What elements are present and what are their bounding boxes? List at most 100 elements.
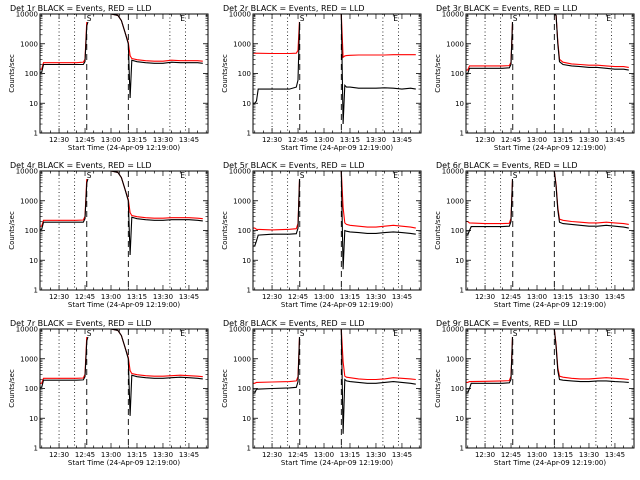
panel-2-xtick-label-1345: 13:45 (392, 136, 412, 144)
panel-6-xtick-label-1245: 12:45 (501, 293, 521, 301)
panel-8-xtick-label-1345: 13:45 (392, 451, 412, 459)
panel-7-xtick-label-1315: 13:15 (127, 451, 147, 459)
panel-1-ytick-label-1000: 1000 (20, 40, 38, 48)
panel-4-ytick-label-10: 10 (29, 257, 38, 265)
panel-9-xtick-label-1245: 12:45 (501, 451, 521, 459)
panel-9-xtick-label-1330: 13:30 (579, 451, 599, 459)
panel-6-marker-bg-e (605, 170, 612, 179)
panel-4-marker-bg-s (85, 170, 92, 179)
panel-9-marker-s: S (513, 329, 518, 338)
panel-5-ytick-label-10: 10 (242, 257, 251, 265)
panel-5-xlabel: Start Time (24-Apr-09 12:19:00) (281, 301, 393, 309)
panel-1-marker-e: E (180, 14, 185, 23)
panel-2-marker-bg-s (298, 13, 305, 22)
panel-7-ylabel: Counts/sec (8, 369, 16, 408)
panel-6-xlabel: Start Time (24-Apr-09 12:19:00) (494, 301, 606, 309)
panel-9-marker-e: E (606, 329, 611, 338)
panel-4-xtick-label-1330: 13:30 (153, 293, 173, 301)
panel-6-ytick-label-1000: 1000 (446, 197, 464, 205)
panel-6-xtick-label-1300: 13:00 (527, 293, 547, 301)
panel-6-xtick-label-1345: 13:45 (605, 293, 625, 301)
panel-1-marker-bg-s (85, 13, 92, 22)
panel-9-ytick-label-1: 1 (460, 445, 464, 453)
panel-2-title: Det 2r BLACK = Events, RED = LLD (223, 4, 365, 13)
panel-4-events-line (40, 171, 203, 256)
panel-9-ytick-label-10: 10 (455, 415, 464, 423)
panel-2-events-line (253, 14, 416, 125)
panel-5-xtick-label-1330: 13:30 (366, 293, 386, 301)
panel-4-xlabel: Start Time (24-Apr-09 12:19:00) (68, 301, 180, 309)
panel-7-marker-s: S (87, 329, 92, 338)
panel-8-ytick-label-100: 100 (238, 385, 251, 393)
panel-1-ytick-label-100: 100 (25, 70, 38, 78)
panel-6-xtick-label-1330: 13:30 (579, 293, 599, 301)
panel-7-marker-e: E (180, 329, 185, 338)
panel-4-ytick-label-1: 1 (34, 287, 38, 295)
panel-5-events-line (253, 171, 416, 270)
panel-5-ylabel: Counts/sec (221, 211, 229, 250)
panel-1-xtick-label-1230: 12:30 (49, 136, 69, 144)
panel-8-xtick-label-1330: 13:30 (366, 451, 386, 459)
panel-7-marker-bg-s (85, 328, 92, 337)
panel-1-ytick-label-1: 1 (34, 130, 38, 138)
panel-7-events-line (40, 329, 203, 416)
panel-3-ytick-label-100: 100 (451, 70, 464, 78)
panel-8-lld-line (253, 329, 416, 384)
panel-5-frame (252, 170, 422, 291)
panel-3-xtick-label-1245: 12:45 (501, 136, 521, 144)
panel-1-xtick-label-1330: 13:30 (153, 136, 173, 144)
panel-7-ytick-label-10: 10 (29, 415, 38, 423)
panel-2-ytick-label-1000: 1000 (233, 40, 251, 48)
panel-2-xtick-label-1230: 12:30 (262, 136, 282, 144)
panel-1-xtick-label-1245: 12:45 (75, 136, 95, 144)
panel-7-ytick-label-10000: 10000 (16, 326, 38, 334)
panel-2-ytick-label-100: 100 (238, 70, 251, 78)
panel-3-events-line (466, 14, 629, 75)
panel-6-frame (465, 170, 635, 291)
panel-6-ytick-label-10: 10 (455, 257, 464, 265)
panel-1-ytick-label-10000: 10000 (16, 11, 38, 19)
panel-5-marker-bg-e (392, 170, 399, 179)
panel-9-xtick-label-1230: 12:30 (475, 451, 495, 459)
panel-9-ytick-label-100: 100 (451, 385, 464, 393)
panel-4-marker-bg-e (179, 170, 186, 179)
panel-3-ytick-label-1000: 1000 (446, 40, 464, 48)
panel-3-ytick-label-10000: 10000 (442, 11, 464, 19)
panel-2-marker-e: E (393, 14, 398, 23)
panel-8-xtick-label-1300: 13:00 (314, 451, 334, 459)
panel-9-xlabel: Start Time (24-Apr-09 12:19:00) (494, 459, 606, 467)
panel-3-marker-bg-s (511, 13, 518, 22)
panel-1-xtick-label-1315: 13:15 (127, 136, 147, 144)
panel-9-xtick-label-1315: 13:15 (553, 451, 573, 459)
panel-8-xtick-label-1230: 12:30 (262, 451, 282, 459)
panel-9-ytick-label-10000: 10000 (442, 326, 464, 334)
panel-4-xtick-label-1230: 12:30 (49, 293, 69, 301)
panel-4-xtick-label-1315: 13:15 (127, 293, 147, 301)
panel-3-title: Det 3r BLACK = Events, RED = LLD (436, 4, 578, 13)
panel-6-marker-bg-s (511, 170, 518, 179)
panel-2-marker-s: S (300, 14, 305, 23)
panel-8-ytick-label-1000: 1000 (233, 355, 251, 363)
panel-4-ytick-label-100: 100 (25, 227, 38, 235)
panel-1-marker-s: S (87, 14, 92, 23)
panel-9-xtick-label-1300: 13:00 (527, 451, 547, 459)
panel-2-marker-bg-e (392, 13, 399, 22)
panel-3-ytick-label-1: 1 (460, 130, 464, 138)
panel-7-xlabel: Start Time (24-Apr-09 12:19:00) (68, 459, 180, 467)
panel-8-title: Det 8r BLACK = Events, RED = LLD (223, 319, 365, 328)
panel-4-marker-s: S (87, 171, 92, 180)
panel-6-ytick-label-10000: 10000 (442, 168, 464, 176)
panel-8-xlabel: Start Time (24-Apr-09 12:19:00) (281, 459, 393, 467)
panel-1-frame (39, 13, 209, 134)
panel-8-xtick-label-1315: 13:15 (340, 451, 360, 459)
panel-5-xtick-label-1245: 12:45 (288, 293, 308, 301)
panel-7-marker-bg-e (179, 328, 186, 337)
panel-4-frame (39, 170, 209, 291)
panel-5-ytick-label-100: 100 (238, 227, 251, 235)
